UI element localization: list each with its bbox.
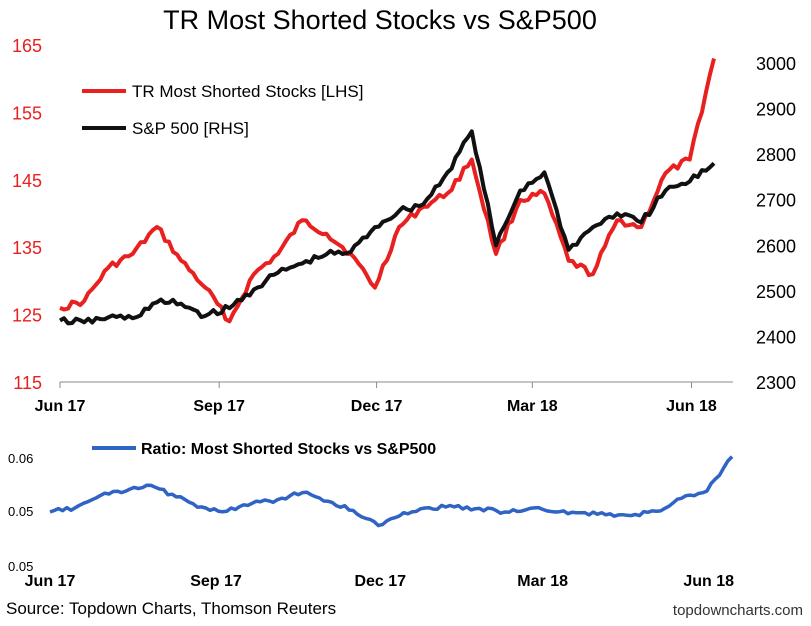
y-right-tick-label: 2900 bbox=[756, 100, 796, 120]
bottom-chart: 0.050.050.06 Jun 17 Sep 17 Dec 17 Mar 18 Jun… bbox=[8, 441, 734, 590]
ratio-x-axis-labels: Jun 17 Sep 17 Dec 17 Mar 18 Jun 18 bbox=[25, 573, 734, 590]
ratio-series-group bbox=[49, 455, 734, 528]
top-chart: TR Most Shorted Stocks vs S&P500 Jun 17 S… bbox=[12, 5, 796, 415]
legend: TR Most Shorted Stocks [LHS] S&P 500 [RH… bbox=[82, 82, 363, 138]
y-right-tick-label: 2400 bbox=[756, 327, 796, 347]
x-tick-label: Jun 17 bbox=[35, 398, 86, 415]
y-right-tick-label: 3000 bbox=[756, 54, 796, 74]
ratio-y-tick-label: 0.05 bbox=[8, 559, 33, 574]
legend-label-sp500: S&P 500 [RHS] bbox=[132, 119, 249, 138]
ratio-legend: Ratio: Most Shorted Stocks vs S&P500 bbox=[92, 441, 436, 458]
y-left-tick-label: 155 bbox=[12, 103, 42, 123]
y-right-tick-label: 2500 bbox=[756, 282, 796, 302]
ratio-x-tick-label: Jun 18 bbox=[683, 573, 734, 590]
chart-title: TR Most Shorted Stocks vs S&P500 bbox=[163, 5, 597, 35]
series-line-sp500 bbox=[59, 129, 716, 326]
y-right-tick-label: 2700 bbox=[756, 191, 796, 211]
y-left-tick-label: 135 bbox=[12, 238, 42, 258]
y-left-tick-label: 145 bbox=[12, 171, 42, 191]
y-left-tick-label: 125 bbox=[12, 306, 42, 326]
x-axis-labels: Jun 17 Sep 17 Dec 17 Mar 18 Jun 18 bbox=[35, 398, 717, 415]
y-left-tick-label: 165 bbox=[12, 36, 42, 56]
x-tick-label: Mar 18 bbox=[507, 398, 558, 415]
ratio-y-tick-label: 0.06 bbox=[8, 451, 33, 466]
watermark: topdowncharts.com bbox=[673, 602, 803, 619]
ratio-x-tick-label: Mar 18 bbox=[517, 573, 568, 590]
ratio-x-tick-label: Sep 17 bbox=[190, 573, 242, 590]
y-right-tick-label: 2300 bbox=[756, 373, 796, 393]
x-tick-label: Jun 18 bbox=[666, 398, 717, 415]
x-tick-label: Sep 17 bbox=[193, 398, 245, 415]
source-note: Source: Topdown Charts, Thomson Reuters bbox=[6, 599, 336, 618]
y-right-tick-label: 2800 bbox=[756, 145, 796, 165]
y-axis-left-labels: 115 125 135 145 155 165 bbox=[12, 36, 42, 393]
y-axis-right-labels: 2300 2400 2500 2600 2700 2800 2900 3000 bbox=[756, 54, 796, 393]
series-group bbox=[59, 58, 716, 326]
x-tick-label: Dec 17 bbox=[351, 398, 403, 415]
series-line-ratio bbox=[49, 455, 734, 528]
ratio-y-axis-labels: 0.05 0.05 0.06 bbox=[8, 451, 33, 574]
x-axis-ticks bbox=[59, 382, 692, 388]
ratio-x-tick-label: Dec 17 bbox=[354, 573, 406, 590]
series-line-shorted bbox=[59, 58, 716, 324]
legend-label-ratio: Ratio: Most Shorted Stocks vs S&P500 bbox=[141, 441, 436, 458]
legend-label-shorted: TR Most Shorted Stocks [LHS] bbox=[132, 82, 363, 101]
y-left-tick-label: 115 bbox=[13, 373, 42, 393]
ratio-y-tick-label: 0.05 bbox=[8, 504, 33, 519]
ratio-x-tick-label: Jun 17 bbox=[25, 573, 76, 590]
y-right-tick-label: 2600 bbox=[756, 236, 796, 256]
